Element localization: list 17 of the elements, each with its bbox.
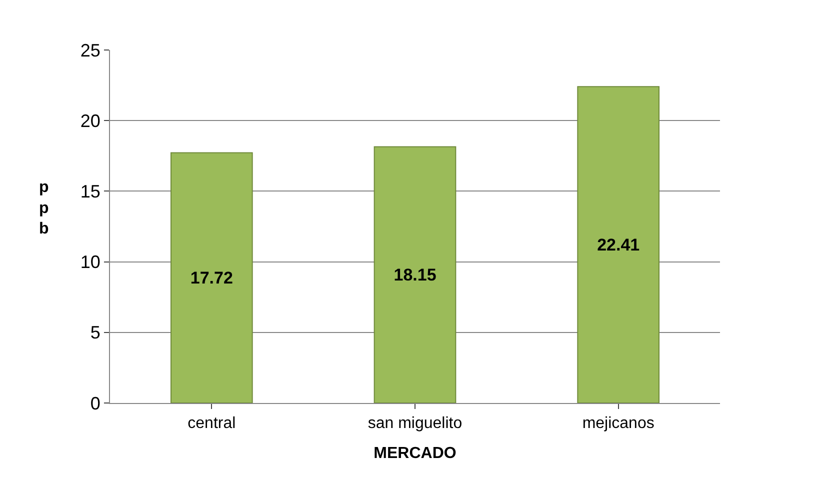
bar (170, 152, 253, 403)
y-tick-label: 20 (80, 110, 100, 131)
bar (374, 146, 456, 403)
data-label: 17.72 (190, 268, 233, 288)
x-tick-label: mejicanos (582, 415, 654, 432)
x-tick-label: central (188, 415, 236, 432)
y-tick-label: 15 (80, 182, 100, 202)
y-tick-label: 0 (90, 393, 100, 414)
y-tick-label: 25 (80, 40, 100, 60)
bar (577, 86, 660, 403)
x-axis-title: MERCADO (374, 444, 456, 462)
y-tick-label: 10 (80, 252, 100, 272)
y-tick-label: 5 (90, 322, 100, 343)
x-tick-label: san miguelito (368, 415, 462, 432)
y-axis-title: ppb (39, 179, 49, 238)
data-label: 22.41 (597, 235, 640, 254)
data-label: 18.15 (394, 265, 436, 284)
